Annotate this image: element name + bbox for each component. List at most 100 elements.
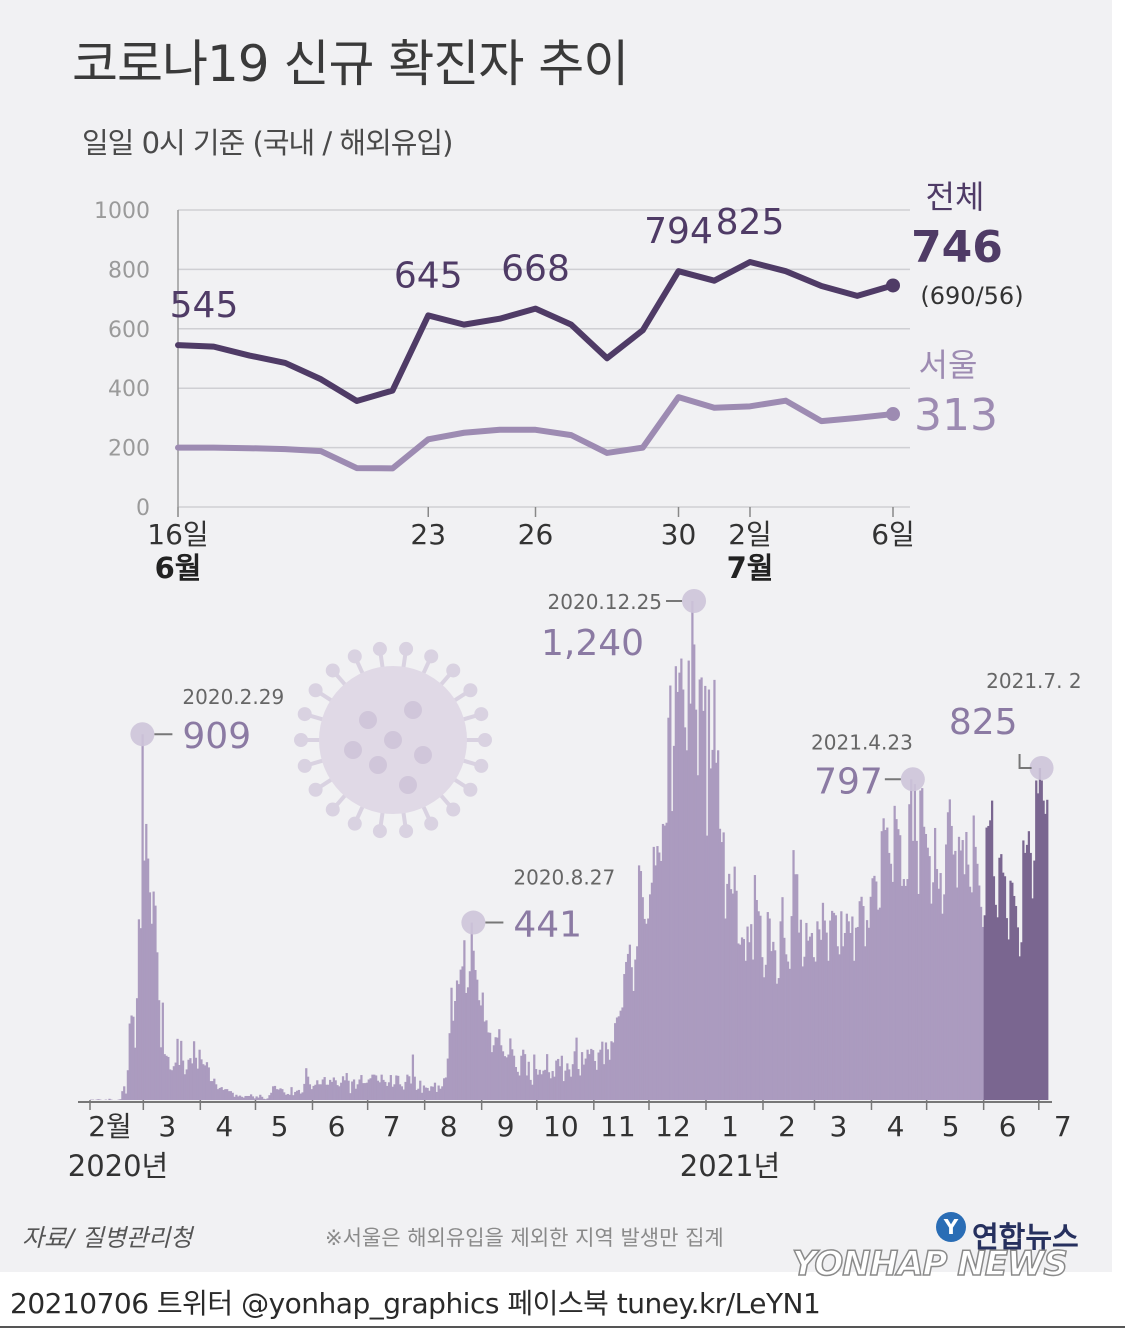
daily-bar	[989, 820, 992, 1100]
daily-bar	[632, 990, 635, 1100]
daily-bar	[740, 937, 744, 1100]
daily-bar	[540, 1074, 543, 1100]
month-label: 5	[942, 1110, 960, 1143]
daily-bar	[595, 1069, 598, 1100]
source-text: 자료/ 질병관리청	[22, 1224, 193, 1252]
daily-bar	[268, 1095, 271, 1100]
daily-bar	[933, 827, 937, 1100]
virus-spike-tip	[325, 663, 340, 678]
data-label: 645	[394, 255, 463, 296]
daily-bar	[928, 856, 931, 1100]
daily-bar	[597, 1052, 600, 1100]
daily-bar	[972, 815, 975, 1100]
y-tick-label: 200	[108, 437, 150, 462]
daily-bar	[321, 1079, 324, 1100]
daily-bar	[671, 811, 674, 1100]
daily-bar	[253, 1098, 256, 1100]
daily-bar	[527, 1061, 530, 1100]
footer-credit: 20210706 트위터 @yonhap_graphics 페이스북 tuney…	[10, 1287, 821, 1320]
daily-bar	[384, 1081, 387, 1100]
y-tick-label: 400	[108, 377, 150, 402]
month-label: 1	[721, 1110, 739, 1143]
y-tick-label: 0	[136, 496, 150, 521]
daily-bar	[363, 1083, 367, 1100]
month-label: 11	[600, 1110, 636, 1143]
daily-bar	[518, 1075, 521, 1100]
daily-bar	[352, 1079, 356, 1100]
daily-bar	[509, 1038, 512, 1100]
daily-bar	[371, 1074, 374, 1100]
virus-spike-tip	[294, 733, 308, 747]
daily-bar	[413, 1076, 416, 1100]
daily-bar	[553, 1076, 556, 1100]
daily-bar	[121, 1091, 124, 1100]
daily-bar	[533, 1054, 536, 1100]
x-tick-label: 16일	[147, 518, 208, 551]
daily-bar	[985, 827, 988, 1100]
daily-bar	[457, 984, 460, 1100]
daily-bar	[465, 992, 468, 1100]
year-label: 2021년	[680, 1149, 780, 1183]
daily-bar	[150, 923, 153, 1100]
daily-bar	[277, 1089, 280, 1100]
daily-bar	[698, 679, 701, 1100]
daily-bar	[709, 768, 712, 1100]
daily-bar	[831, 910, 834, 1100]
daily-bar	[682, 689, 685, 1100]
daily-bar	[906, 879, 909, 1100]
daily-bar	[994, 904, 997, 1100]
daily-bar	[792, 850, 795, 1100]
virus-surface-dot	[414, 746, 432, 764]
month-label: 5	[271, 1110, 289, 1143]
daily-bar	[466, 987, 470, 1100]
daily-bar	[301, 1092, 304, 1100]
virus-surface-dot	[404, 701, 422, 719]
virus-spike-tip	[474, 758, 489, 773]
daily-bar	[547, 1072, 551, 1100]
x-tick-month-label: 6월	[155, 551, 202, 585]
daily-bar	[205, 1062, 209, 1100]
daily-bar	[577, 1069, 580, 1100]
daily-bar	[450, 987, 453, 1100]
daily-bar	[718, 828, 722, 1100]
daily-bar	[476, 979, 479, 1100]
daily-bar	[318, 1084, 321, 1100]
daily-bar	[621, 1007, 624, 1100]
daily-bar	[766, 912, 769, 1100]
daily-bar	[557, 1058, 560, 1100]
daily-bar	[373, 1074, 376, 1100]
daily-bar	[108, 1098, 111, 1100]
daily-bar	[181, 1060, 185, 1100]
daily-bar	[867, 927, 871, 1100]
daily-bar	[185, 1069, 188, 1100]
daily-bar	[1024, 852, 1027, 1100]
daily-bar	[1040, 780, 1043, 1100]
daily-bar	[737, 943, 740, 1100]
daily-bar	[494, 1037, 497, 1100]
daily-bar	[218, 1087, 221, 1100]
daily-bar	[308, 1084, 312, 1100]
daily-bar	[156, 952, 159, 1100]
daily-bar	[717, 750, 720, 1100]
month-label: 10	[543, 1110, 579, 1143]
virus-spike-tip	[325, 802, 340, 817]
daily-bar	[694, 709, 698, 1100]
daily-bar	[1011, 882, 1014, 1100]
daily-bar	[395, 1075, 398, 1100]
daily-bar	[536, 1074, 540, 1100]
callout-marker	[900, 767, 925, 792]
daily-bar	[1027, 831, 1031, 1100]
daily-bar	[1029, 852, 1032, 1100]
daily-bar	[406, 1074, 409, 1100]
daily-bar	[523, 1054, 527, 1100]
daily-bar	[871, 878, 874, 1100]
daily-bar	[215, 1084, 218, 1100]
daily-bar	[220, 1087, 223, 1100]
daily-bar	[762, 977, 766, 1100]
daily-bar	[729, 889, 733, 1100]
daily-bar	[899, 835, 902, 1100]
daily-bar	[992, 876, 996, 1100]
daily-bar	[889, 863, 893, 1100]
daily-bar	[970, 892, 974, 1100]
daily-bar	[417, 1088, 420, 1100]
